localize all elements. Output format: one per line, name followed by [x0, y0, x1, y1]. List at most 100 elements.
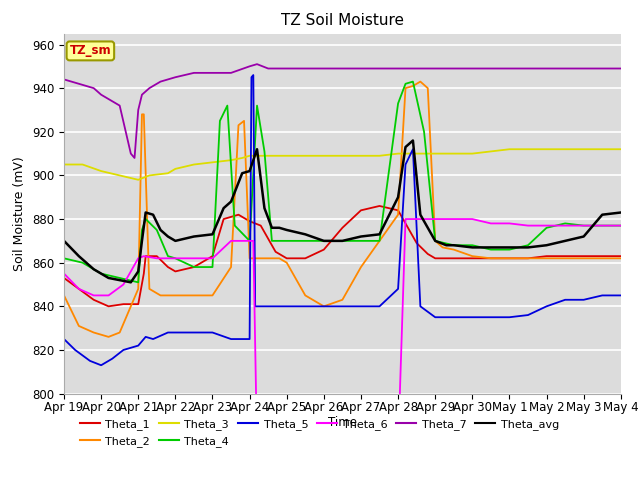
Theta_2 — [227, 264, 235, 270]
Theta_2 — [90, 330, 97, 336]
Theta_5 — [227, 336, 235, 342]
Theta_5 — [190, 330, 198, 336]
Theta_3 — [524, 146, 532, 152]
Theta_avg — [138, 238, 146, 244]
Line: Theta_avg: Theta_avg — [64, 141, 621, 282]
Theta_3 — [172, 166, 179, 172]
Line: Theta_3: Theta_3 — [64, 149, 621, 180]
Theta_avg — [227, 199, 235, 204]
Theta_1 — [357, 207, 365, 213]
Theta_6 — [543, 223, 550, 228]
Theta_7 — [145, 85, 153, 91]
Theta_avg — [190, 234, 198, 240]
Theta_5 — [71, 347, 79, 353]
Theta_6 — [561, 223, 569, 228]
Theta_6 — [246, 238, 253, 244]
Theta_6 — [140, 253, 148, 259]
Line: Theta_5: Theta_5 — [64, 75, 621, 365]
Theta_7 — [138, 92, 146, 97]
Theta_5 — [86, 358, 94, 364]
Theta_5 — [264, 303, 272, 309]
Theta_2 — [190, 292, 198, 298]
Theta_4 — [116, 275, 124, 281]
Theta_avg — [402, 144, 410, 150]
Theta_2 — [339, 297, 346, 303]
Theta_1 — [272, 249, 280, 255]
Theta_4 — [431, 238, 439, 244]
Theta_2 — [394, 212, 402, 217]
Theta_5 — [164, 330, 172, 336]
Theta_7 — [320, 66, 328, 72]
Theta_2 — [257, 255, 264, 261]
Theta_4 — [172, 255, 179, 261]
Theta_1 — [75, 286, 83, 292]
Theta_2 — [246, 255, 253, 261]
Theta_1 — [617, 253, 625, 259]
Theta_1 — [90, 297, 97, 303]
Theta_4 — [580, 223, 588, 228]
Theta_6 — [283, 443, 291, 449]
Theta_4 — [420, 129, 428, 135]
Theta_6 — [394, 445, 402, 451]
Line: Theta_2: Theta_2 — [64, 82, 621, 337]
Theta_7 — [90, 85, 97, 91]
Theta_5 — [209, 330, 216, 336]
Theta_avg — [149, 212, 157, 217]
Theta_1 — [506, 255, 513, 261]
Theta_5 — [97, 362, 105, 368]
Theta_2 — [468, 253, 476, 259]
Theta_4 — [376, 238, 383, 244]
Theta_3 — [145, 172, 153, 178]
Theta_5 — [301, 303, 309, 309]
Theta_avg — [561, 238, 569, 244]
Theta_1 — [190, 264, 198, 270]
Theta_avg — [60, 238, 68, 244]
Theta_2 — [157, 292, 164, 298]
Theta_7 — [127, 151, 134, 156]
Theta_1 — [394, 207, 402, 213]
Theta_6 — [524, 223, 532, 228]
Theta_6 — [339, 445, 346, 451]
Theta_7 — [172, 74, 179, 80]
Theta_1 — [120, 301, 127, 307]
Theta_4 — [450, 242, 458, 248]
Theta_6 — [468, 216, 476, 222]
Theta_4 — [394, 100, 402, 106]
Theta_avg — [394, 194, 402, 200]
Theta_5 — [417, 303, 424, 309]
Theta_5 — [120, 347, 127, 353]
Theta_5 — [172, 330, 179, 336]
Theta_1 — [431, 255, 439, 261]
Theta_5 — [142, 334, 150, 340]
Theta_2 — [275, 255, 283, 261]
Theta_2 — [580, 255, 588, 261]
Theta_5 — [487, 314, 495, 320]
Theta_1 — [413, 240, 420, 246]
Theta_5 — [468, 314, 476, 320]
Theta_2 — [116, 330, 124, 336]
Theta_4 — [409, 79, 417, 84]
Theta_3 — [246, 153, 253, 159]
Theta_7 — [339, 66, 346, 72]
Theta_1 — [543, 253, 550, 259]
Theta_7 — [394, 66, 402, 72]
Theta_2 — [424, 85, 431, 91]
Theta_4 — [138, 227, 146, 233]
Theta_avg — [164, 234, 172, 240]
Theta_avg — [172, 238, 179, 244]
Theta_3 — [301, 153, 309, 159]
Theta_3 — [487, 148, 495, 154]
Theta_avg — [142, 210, 150, 216]
Theta_2 — [450, 247, 458, 252]
Theta_5 — [108, 356, 116, 361]
Theta_6 — [90, 292, 97, 298]
Theta_1 — [164, 264, 172, 270]
Theta_3 — [227, 157, 235, 163]
Theta_7 — [97, 92, 105, 97]
Theta_4 — [598, 223, 606, 228]
Theta_3 — [190, 162, 198, 168]
Theta_7 — [283, 66, 291, 72]
Theta_4 — [246, 238, 253, 244]
Theta_6 — [264, 443, 272, 449]
Theta_1 — [424, 251, 431, 257]
